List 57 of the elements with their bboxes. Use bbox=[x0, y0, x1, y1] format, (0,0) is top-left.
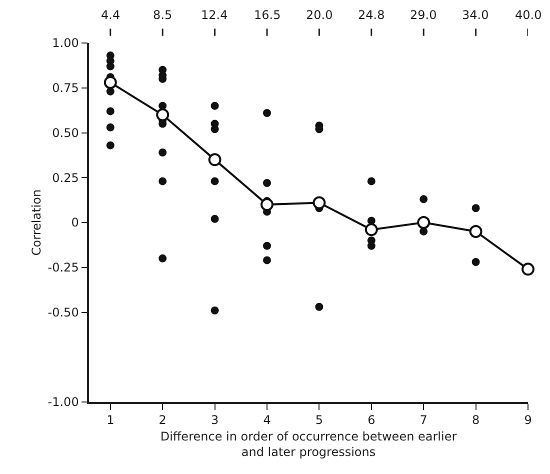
point bbox=[263, 242, 271, 250]
point bbox=[104, 76, 117, 89]
point bbox=[312, 196, 326, 210]
point bbox=[364, 223, 378, 236]
x-tick-label: 1 bbox=[106, 413, 114, 428]
point bbox=[210, 102, 219, 110]
text: 40.0 bbox=[515, 8, 542, 22]
x-tick-label: 7 bbox=[420, 413, 428, 428]
point bbox=[210, 306, 219, 314]
x-tick-label: 9 bbox=[524, 413, 532, 428]
point bbox=[158, 254, 167, 262]
point bbox=[158, 148, 167, 156]
point bbox=[367, 177, 376, 186]
point bbox=[106, 141, 114, 150]
point bbox=[472, 204, 480, 212]
point bbox=[420, 195, 428, 204]
text: 34.0 bbox=[462, 8, 489, 22]
y-tick-label: 0.25 bbox=[52, 170, 79, 185]
point bbox=[106, 107, 114, 116]
point bbox=[263, 256, 271, 264]
text: 12.4 bbox=[201, 8, 228, 22]
text: 24.8 bbox=[358, 8, 385, 22]
point bbox=[469, 224, 482, 238]
y-tick-label: -0.25 bbox=[48, 260, 79, 275]
text: 4.4 bbox=[101, 8, 120, 22]
x-tick-label: 3 bbox=[210, 413, 219, 428]
point bbox=[263, 109, 271, 118]
point bbox=[158, 177, 167, 186]
text: 29.0 bbox=[410, 8, 437, 22]
point bbox=[522, 262, 534, 276]
y-tick-label: 0.75 bbox=[52, 81, 79, 96]
point bbox=[263, 179, 271, 188]
x-tick-label: 8 bbox=[472, 413, 480, 428]
text: 8.5 bbox=[153, 8, 172, 22]
y-tick-label: 0.50 bbox=[52, 126, 79, 140]
y-tick-label: 1.00 bbox=[52, 36, 79, 50]
y-axis-title: Correlation bbox=[30, 189, 44, 256]
point bbox=[417, 216, 430, 229]
point bbox=[210, 214, 219, 223]
point bbox=[260, 198, 274, 212]
point bbox=[315, 302, 324, 311]
point bbox=[210, 125, 219, 134]
point bbox=[208, 153, 222, 166]
x-tick-label: 4 bbox=[263, 413, 271, 428]
point bbox=[106, 123, 114, 132]
point bbox=[210, 177, 219, 186]
y-tick-label: 0 bbox=[71, 216, 79, 230]
x-axis-title: Difference in order of occurrence between earlier and later progressions bbox=[160, 430, 457, 460]
y-tick-label: -1.00 bbox=[48, 395, 79, 410]
text: 16.5 bbox=[254, 8, 281, 22]
y-tick-label: -0.50 bbox=[48, 305, 79, 320]
x-tick-label: 5 bbox=[315, 413, 324, 428]
text: 20.0 bbox=[306, 8, 333, 22]
point bbox=[156, 108, 170, 122]
point bbox=[472, 258, 480, 266]
x-tick-label: 2 bbox=[158, 413, 166, 428]
x-tick-label: 6 bbox=[368, 413, 376, 428]
